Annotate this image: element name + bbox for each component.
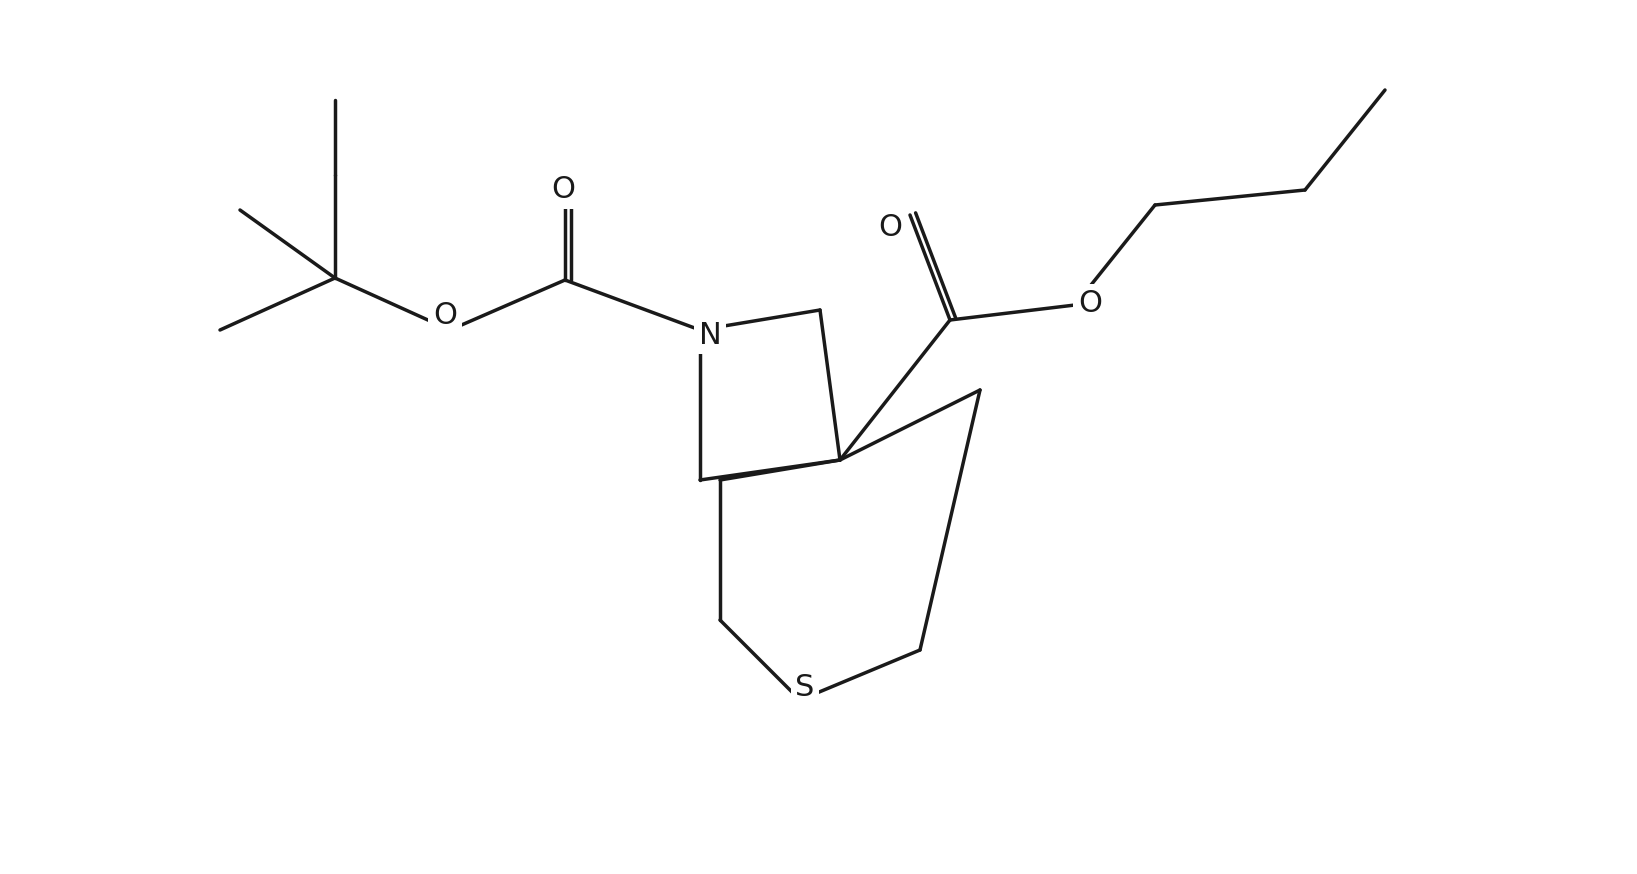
Text: O: O <box>877 212 902 241</box>
Text: O: O <box>1079 288 1102 317</box>
Text: O: O <box>434 301 457 329</box>
Text: O: O <box>552 176 575 205</box>
Text: N: N <box>699 321 722 350</box>
Text: S: S <box>796 674 815 703</box>
